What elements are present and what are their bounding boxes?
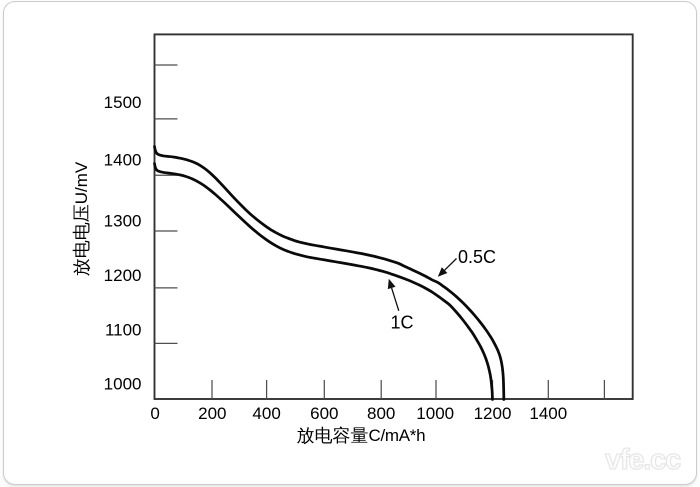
- svg-text:1300: 1300: [104, 212, 142, 231]
- svg-text:1200: 1200: [104, 266, 142, 285]
- svg-text:1200: 1200: [474, 404, 512, 423]
- svg-text:1400: 1400: [104, 151, 142, 170]
- svg-text:U/mV: U/mV: [72, 161, 91, 204]
- svg-text:1500: 1500: [104, 93, 142, 112]
- svg-text:C/mA*h: C/mA*h: [369, 426, 426, 445]
- svg-text:600: 600: [310, 404, 338, 423]
- svg-text:1000: 1000: [104, 375, 142, 394]
- svg-text:1100: 1100: [105, 320, 142, 339]
- svg-text:0.5C: 0.5C: [458, 247, 496, 267]
- svg-text:200: 200: [198, 404, 226, 423]
- svg-text:400: 400: [252, 404, 280, 423]
- svg-text:1400: 1400: [529, 404, 567, 423]
- svg-text:1000: 1000: [416, 404, 454, 423]
- svg-text:1C: 1C: [391, 313, 414, 333]
- svg-text:800: 800: [367, 404, 395, 423]
- svg-text:0: 0: [150, 404, 159, 423]
